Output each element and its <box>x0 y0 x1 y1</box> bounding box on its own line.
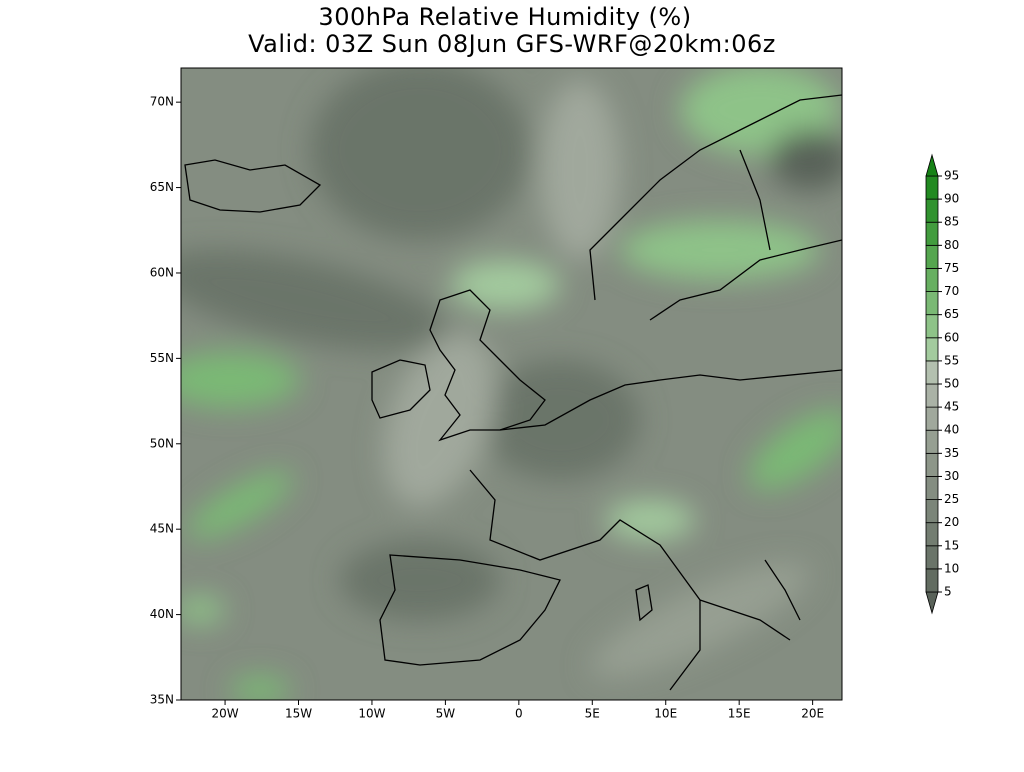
colorbar-label: 55 <box>944 353 959 367</box>
colorbar-swatch <box>925 291 939 316</box>
lon-tick-label: 10E <box>654 707 677 721</box>
coastline <box>635 559 801 622</box>
lon-tick-label: 15E <box>728 707 751 721</box>
colorbar-swatch <box>925 268 939 292</box>
colorbar-swatch <box>925 244 939 269</box>
lon-tick-label: 20W <box>211 707 238 721</box>
coastline <box>589 94 842 321</box>
colorbar-swatch <box>925 198 939 223</box>
axis-ticks: 35N 40N 45N 50N 55N 60N 65N 70N 20W 15W 10W 5W 0 5E 10… <box>150 95 824 721</box>
lat-tick-label: 55N <box>150 351 174 365</box>
colorbar-swatch <box>925 406 939 431</box>
lat-tick-label: 60N <box>150 265 174 279</box>
colorbar-swatch <box>925 476 939 500</box>
colorbar-swatch <box>925 545 939 570</box>
title: 300hPa Relative Humidity (%) <box>318 3 691 31</box>
colorbar-swatch <box>925 522 939 547</box>
colorbar-label: 90 <box>944 192 959 206</box>
colorbar-label: 10 <box>944 561 959 575</box>
colorbar-label: 75 <box>944 261 959 275</box>
colorbar-label: 45 <box>944 400 959 414</box>
colorbar-swatch <box>925 360 939 385</box>
colorbar-label: 60 <box>944 330 959 344</box>
coastline <box>379 554 561 666</box>
field-shading <box>181 68 842 700</box>
colorbar: 5 10 15 20 25 30 35 40 45 50 55 60 65 70 75 80 85 90 95 <box>925 153 959 615</box>
lon-tick-label: 5W <box>436 707 456 721</box>
lon-tick-label: 20E <box>801 707 824 721</box>
lat-tick-label: 65N <box>150 180 174 194</box>
colorbar-label: 85 <box>944 215 959 229</box>
humidity-field <box>181 68 842 700</box>
lat-tick-label: 40N <box>150 607 174 621</box>
colorbar-label: 35 <box>944 446 959 460</box>
colorbar-low-triangle <box>925 591 939 615</box>
colorbar-swatch <box>925 314 939 339</box>
coastline <box>469 369 842 691</box>
lat-tick-label: 50N <box>150 436 174 450</box>
colorbar-swatch <box>925 221 939 246</box>
map-frame <box>180 67 843 701</box>
colorbar-label: 65 <box>944 307 959 321</box>
colorbar-label: 25 <box>944 492 959 506</box>
colorbar-label: 40 <box>944 423 959 437</box>
lat-tick-label: 45N <box>150 522 174 536</box>
colorbar-high-triangle <box>925 153 939 177</box>
lon-tick-label: 0 <box>515 707 523 721</box>
colorbar-swatch <box>925 337 939 362</box>
colorbar-label: 50 <box>944 377 959 391</box>
colorbar-swatch <box>925 499 939 524</box>
lon-tick-label: 15W <box>285 707 312 721</box>
colorbar-label: 80 <box>944 238 959 252</box>
subtitle: Valid: 03Z Sun 08Jun GFS-WRF@20km:06z <box>248 30 776 58</box>
colorbar-label: 5 <box>944 585 952 599</box>
colorbar-label: 70 <box>944 284 959 298</box>
lon-tick-label: 10W <box>358 707 385 721</box>
coastline <box>184 159 322 213</box>
colorbar-swatch <box>925 383 939 408</box>
lon-tick-label: 5E <box>585 707 600 721</box>
colorbar-swatch <box>925 429 939 454</box>
coastline <box>371 359 431 419</box>
colorbar-label: 95 <box>944 169 959 183</box>
colorbar-label: 30 <box>944 469 959 483</box>
colorbar-swatch <box>925 175 939 200</box>
colorbar-swatch <box>925 568 939 593</box>
colorbar-swatch <box>925 452 939 477</box>
colorbar-label: 15 <box>944 538 959 552</box>
lat-tick-label: 35N <box>150 693 174 707</box>
lat-tick-label: 70N <box>150 95 174 109</box>
colorbar-label: 20 <box>944 515 959 529</box>
